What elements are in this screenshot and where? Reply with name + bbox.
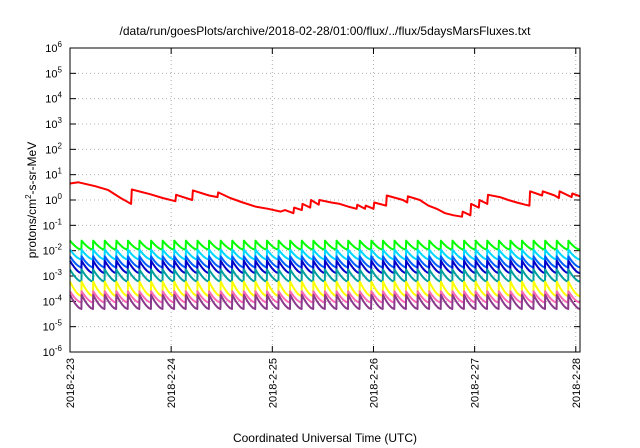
y-tick-labels: 10-6 10-5 10-4 10-3 10-2 10-1 100 101 102 103 104 1… — [43, 40, 63, 359]
y-tick-label: 10-6 — [43, 344, 63, 359]
y-tick-label: 10-3 — [43, 268, 63, 283]
x-tick-label: 2018-2-27 — [470, 358, 482, 408]
series-line-6 — [69, 268, 581, 283]
series-line-3 — [69, 248, 581, 261]
series-line-2 — [69, 239, 581, 251]
y-tick-label: 103 — [45, 116, 62, 131]
chart-title: /data/run/goesPlots/archive/2018-02-28/0… — [120, 24, 532, 38]
y-tick-label: 105 — [45, 65, 62, 80]
y-axis-label-superscript: 2 — [24, 194, 33, 199]
series-line-9 — [69, 293, 581, 310]
y-tick-label: 102 — [45, 141, 62, 156]
series-line-5 — [69, 259, 581, 275]
series-line-1 — [69, 181, 581, 218]
series-line-7 — [69, 280, 581, 298]
x-tick-label: 2018-2-25 — [267, 358, 279, 408]
y-tick-label: 10-4 — [43, 293, 63, 308]
y-tick-label: 101 — [45, 167, 62, 182]
x-tick-label: 2018-2-28 — [571, 358, 583, 408]
y-axis-label: protons/cm2-s-sr-MeV — [24, 142, 39, 258]
y-axis-label-suffix: -s-sr-MeV — [25, 142, 39, 195]
y-tick-label: 10-1 — [43, 217, 63, 232]
y-tick-label: 10-2 — [43, 243, 63, 258]
y-tick-label: 100 — [45, 192, 62, 207]
x-tick-labels: 2018-2-23 2018-2-24 2018-2-25 2018-2-26 2018… — [65, 358, 583, 408]
plot-frame — [69, 47, 581, 353]
x-tick-label: 2018-2-24 — [166, 358, 178, 408]
x-tick-label: 2018-2-23 — [65, 358, 77, 408]
y-tick-label: 10-5 — [43, 319, 63, 334]
series-group — [69, 181, 581, 310]
y-tick-label: 104 — [45, 91, 62, 106]
x-tick-label: 2018-2-26 — [368, 358, 380, 408]
y-tick-label: 106 — [45, 40, 62, 55]
y-axis-label-prefix: protons/cm — [25, 199, 39, 258]
x-axis-label: Coordinated Universal Time (UTC) — [233, 431, 417, 445]
